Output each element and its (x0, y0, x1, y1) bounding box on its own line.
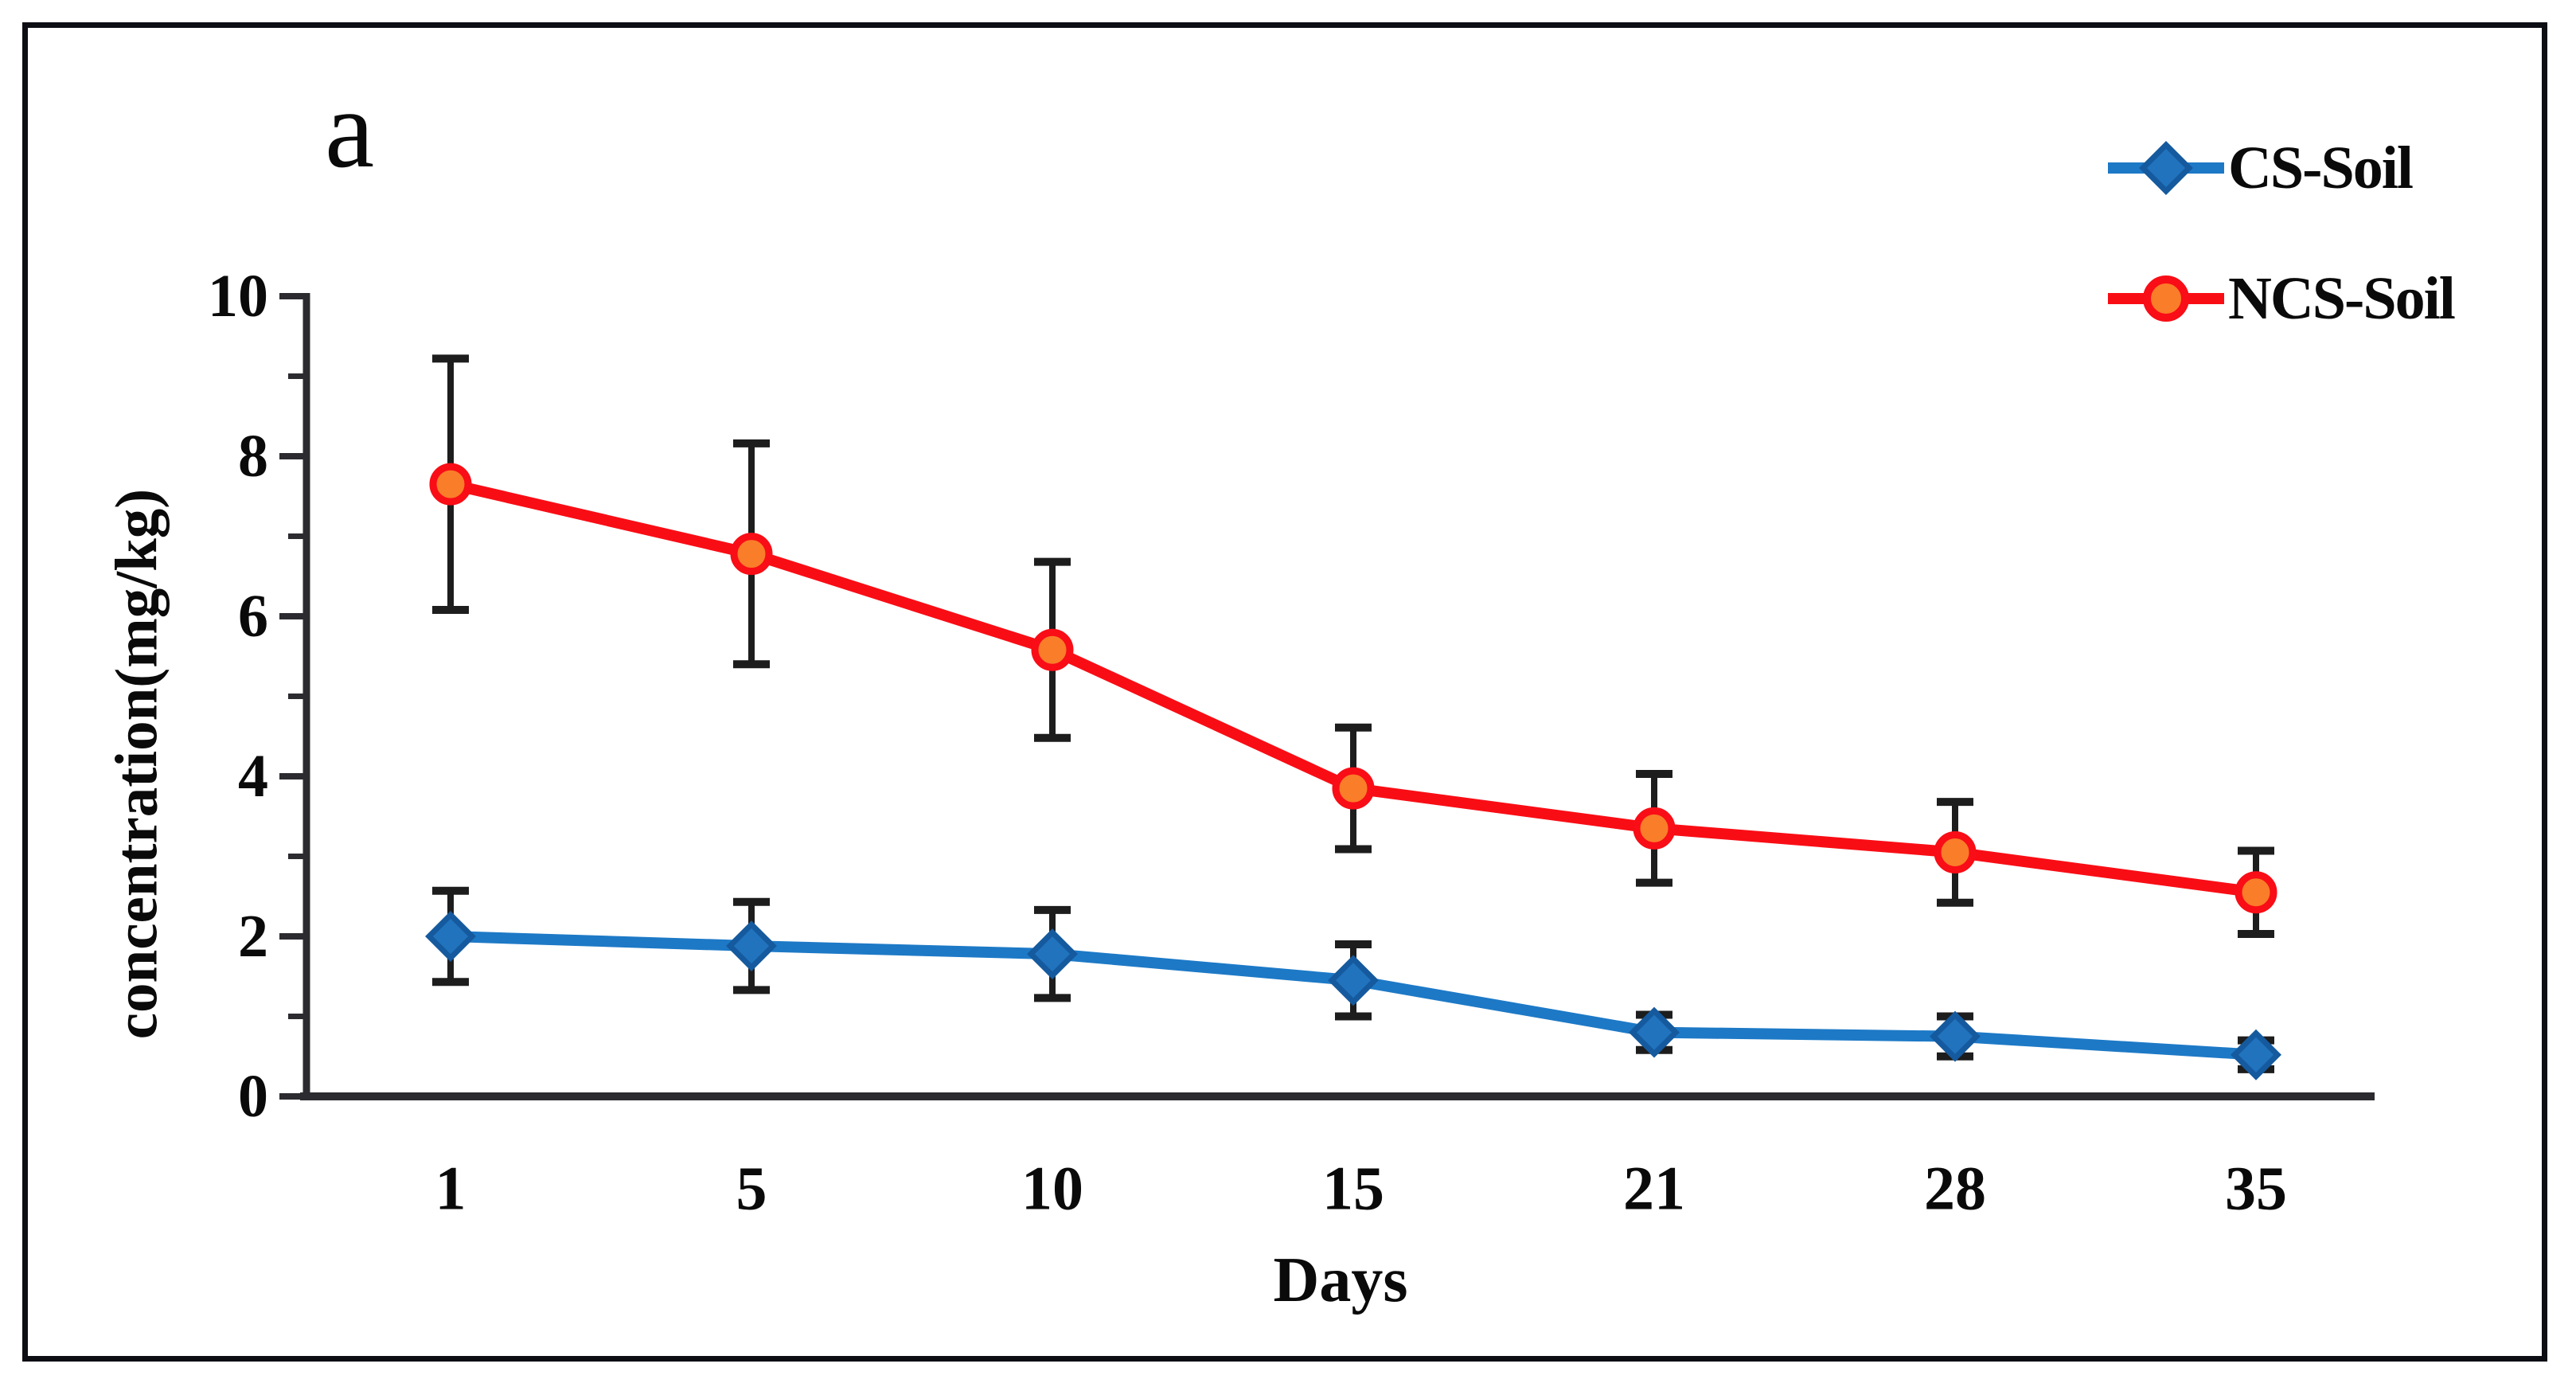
y-tick-label: 4 (238, 743, 268, 810)
cs-soil-line-marker-icon (2108, 141, 2224, 195)
x-tick-label: 10 (1021, 1154, 1083, 1223)
data-point-marker (1934, 830, 1977, 873)
ncs-soil-line-marker-icon (2108, 275, 2224, 322)
legend-item-cs-soil: CS-Soil (2106, 119, 2454, 217)
y-axis-title: concentration(mg/kg) (104, 489, 170, 1040)
x-tick-label: 1 (435, 1154, 466, 1223)
legend-item-ncs-soil: NCS-Soil (2106, 250, 2456, 347)
y-tick-label: 2 (238, 903, 268, 970)
legend: CS-Soil NCS-Soil (2106, 119, 2456, 347)
x-tick-label: 5 (736, 1154, 767, 1223)
data-point-marker (1629, 1006, 1680, 1058)
y-tick-label: 8 (238, 423, 268, 490)
data-point-marker (730, 533, 773, 576)
y-tick-label: 0 (238, 1063, 268, 1130)
data-point-marker (1930, 1010, 1981, 1062)
x-tick-label: 35 (2225, 1154, 2287, 1223)
data-point-marker (1633, 807, 1676, 850)
data-point-marker (2231, 1029, 2281, 1080)
x-tick-label: 21 (1623, 1154, 1685, 1223)
y-tick-label: 10 (208, 263, 268, 330)
panel-label: a (325, 68, 375, 191)
data-point-marker (425, 911, 476, 962)
series-cs-soil (425, 886, 2281, 1080)
data-point-marker (1027, 928, 1078, 980)
series-ncs-soil (429, 354, 2277, 938)
data-point-marker (726, 920, 777, 972)
x-tick-label: 15 (1322, 1154, 1384, 1223)
legend-label-cs-soil: CS-Soil (2228, 134, 2414, 201)
x-axis-title: Days (1274, 1245, 1408, 1315)
x-tick-label: 28 (1924, 1154, 1986, 1223)
y-tick-label: 6 (238, 583, 268, 650)
data-point-marker (429, 463, 472, 506)
data-point-marker (2234, 871, 2277, 914)
data-point-marker (1332, 767, 1375, 810)
legend-label-ncs-soil: NCS-Soil (2228, 264, 2456, 332)
data-point-marker (1031, 628, 1074, 671)
data-point-marker (1328, 955, 1379, 1006)
